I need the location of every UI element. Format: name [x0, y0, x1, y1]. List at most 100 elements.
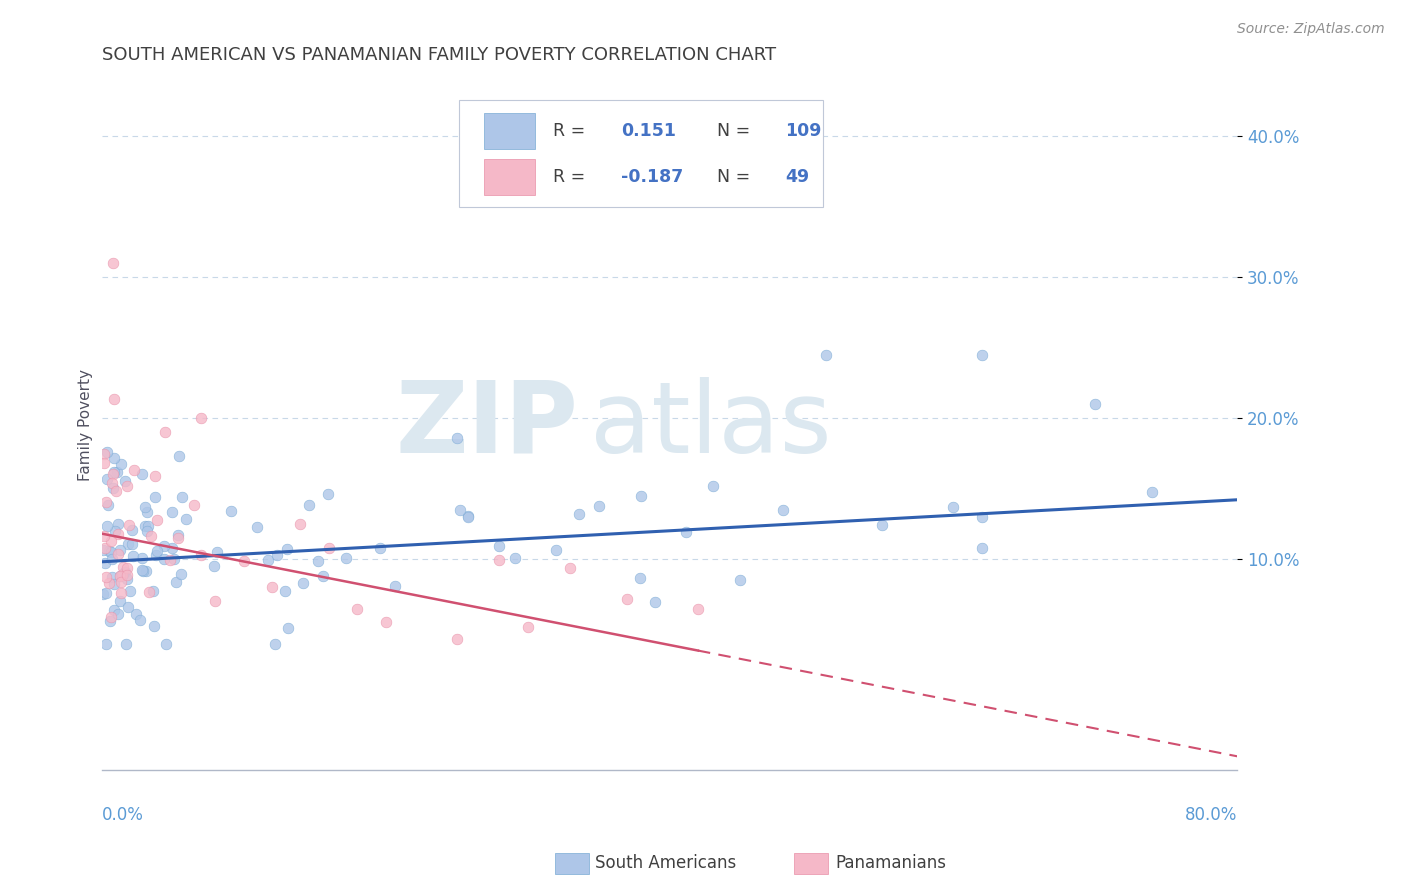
Point [205, 545, 228, 559]
Point [1084, 397, 1107, 411]
Point [616, 592, 638, 607]
Point [100, 534, 122, 549]
Point [167, 449, 190, 463]
Point [159, 552, 181, 566]
Text: R =: R = [553, 168, 585, 186]
Point [115, 479, 138, 493]
Point [165, 575, 187, 590]
Point [103, 451, 125, 466]
Text: 109: 109 [786, 122, 821, 140]
Point [129, 613, 152, 627]
Point [702, 479, 724, 493]
Point [104, 524, 127, 538]
Text: Panamanians: Panamanians [835, 855, 946, 872]
Text: 0.151: 0.151 [620, 122, 676, 140]
Point [814, 347, 837, 361]
Point [155, 636, 177, 650]
Point [457, 510, 479, 524]
Point [124, 463, 146, 477]
Point [297, 498, 319, 512]
Point [190, 549, 212, 563]
Bar [484, 159, 536, 195]
Point [266, 549, 288, 563]
Point [970, 541, 993, 555]
Point [131, 551, 153, 566]
Point [120, 583, 142, 598]
Point [101, 256, 124, 270]
Point [246, 520, 269, 534]
Point [276, 541, 298, 556]
Point [91, 542, 114, 557]
Point [93, 556, 115, 570]
Point [103, 392, 125, 406]
Text: R =: R = [553, 122, 585, 140]
Point [505, 551, 527, 566]
Point [167, 528, 190, 542]
Point [100, 552, 122, 566]
Point [93, 587, 115, 601]
Point [143, 490, 166, 504]
Point [115, 561, 138, 575]
Point [628, 571, 651, 585]
Point [105, 465, 128, 479]
Point [145, 544, 167, 558]
Point [107, 526, 129, 541]
Point [1140, 485, 1163, 500]
Point [368, 541, 391, 555]
Point [101, 569, 124, 583]
Point [107, 547, 129, 561]
Point [121, 537, 143, 551]
Point [111, 568, 134, 582]
Point [96, 445, 118, 459]
Point [221, 503, 243, 517]
Text: -0.187: -0.187 [620, 168, 683, 186]
Point [93, 447, 115, 461]
Point [163, 552, 186, 566]
Point [558, 561, 581, 575]
Point [264, 636, 287, 650]
Point [115, 567, 138, 582]
Point [384, 579, 406, 593]
Point [307, 554, 329, 568]
Point [145, 549, 167, 563]
Point [153, 552, 176, 566]
Text: 0.0%: 0.0% [101, 805, 143, 823]
Point [107, 607, 129, 622]
Point [117, 600, 139, 615]
Point [142, 619, 165, 633]
Point [260, 580, 283, 594]
Point [446, 431, 468, 445]
Point [103, 481, 125, 495]
Point [96, 518, 118, 533]
Point [115, 572, 138, 586]
Point [108, 594, 131, 608]
Point [170, 567, 193, 582]
Point [318, 541, 340, 555]
Point [131, 467, 153, 481]
Point [970, 347, 993, 361]
Point [544, 542, 567, 557]
Text: Source: ZipAtlas.com: Source: ZipAtlas.com [1237, 22, 1385, 37]
Text: South Americans: South Americans [595, 855, 735, 872]
Point [107, 517, 129, 532]
Point [730, 574, 752, 588]
Point [131, 562, 153, 576]
Point [516, 620, 538, 634]
Point [93, 529, 115, 543]
Text: 49: 49 [786, 168, 810, 186]
Point [112, 567, 135, 582]
Point [94, 585, 117, 599]
Text: atlas: atlas [591, 376, 831, 474]
Point [274, 584, 297, 599]
Point [318, 487, 340, 501]
Point [232, 554, 254, 568]
Point [142, 583, 165, 598]
Point [100, 545, 122, 559]
Point [108, 569, 131, 583]
Point [970, 510, 993, 524]
Point [335, 550, 357, 565]
Text: N =: N = [717, 122, 751, 140]
Point [644, 595, 666, 609]
Point [93, 541, 115, 555]
Text: ZIP: ZIP [395, 376, 579, 474]
